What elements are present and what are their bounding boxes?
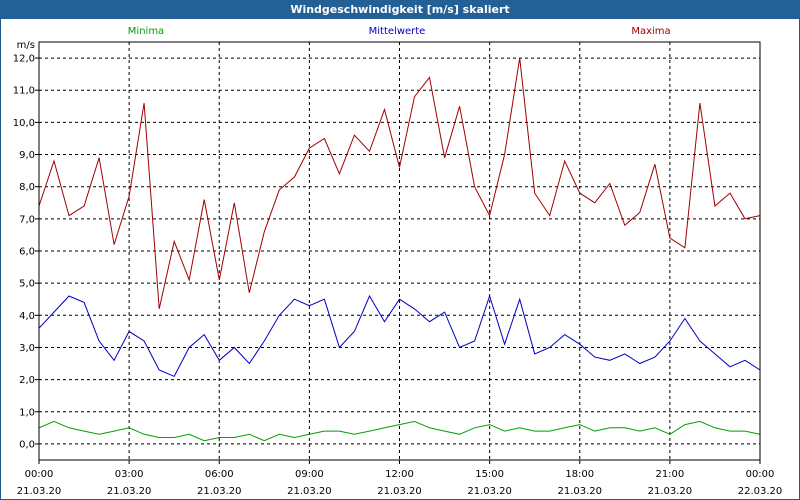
legend-entry: Mittelwerte (369, 26, 426, 37)
y-tick-label: 11,0 (13, 86, 35, 97)
x-tick-date-label: 21.03.20 (287, 486, 332, 497)
grid (39, 42, 760, 460)
x-tick-time-label: 00:00 (746, 469, 775, 480)
y-tick-label: 2,0 (19, 375, 35, 386)
series-line-mittelwerte (38, 294, 761, 378)
x-tick-date-label: 21.03.20 (197, 486, 242, 497)
x-tick-date-label: 22.03.20 (738, 486, 783, 497)
series-line-maxima (38, 58, 761, 310)
y-tick-label: 5,0 (19, 279, 35, 290)
y-tick-label: 1,0 (19, 407, 35, 418)
legend-entry: Maxima (631, 26, 670, 37)
x-tick-time-label: 06:00 (205, 469, 234, 480)
x-tick-date-label: 21.03.20 (648, 486, 693, 497)
y-tick-label: 8,0 (19, 182, 35, 193)
window-title: Windgeschwindigkeit [m/s] skaliert (0, 0, 800, 19)
legend-entry: Minima (128, 26, 164, 37)
x-tick-time-label: 15:00 (475, 469, 504, 480)
y-tick-label: 3,0 (19, 343, 35, 354)
y-axis: 0,0 1,0 2,0 3,0 4,0 5,0 6,0 7,0 8,0 9,0 10,0 11,0 12… (13, 54, 39, 450)
series-line-minima (38, 420, 761, 442)
x-tick-date-label: 21.03.20 (557, 486, 602, 497)
y-tick-label: 7,0 (19, 214, 35, 225)
x-axis: 00:00 21.03.20 03:00 21.03.20 06:00 21.03.20 0… (17, 460, 783, 497)
y-tick-label: 0,0 (19, 439, 35, 450)
series-lines (38, 58, 761, 442)
x-tick-time-label: 03:00 (115, 469, 144, 480)
y-axis-label: m/s (17, 40, 35, 51)
x-tick-date-label: 21.03.20 (467, 486, 512, 497)
y-tick-label: 10,0 (13, 118, 35, 129)
x-tick-time-label: 00:00 (25, 469, 54, 480)
x-tick-date-label: 21.03.20 (377, 486, 422, 497)
y-tick-label: 4,0 (19, 311, 35, 322)
legend: Minima Mittelwerte Maxima (128, 26, 671, 37)
x-tick-time-label: 21:00 (655, 469, 684, 480)
x-tick-time-label: 12:00 (385, 469, 414, 480)
x-tick-date-label: 21.03.20 (107, 486, 152, 497)
y-tick-label: 9,0 (19, 150, 35, 161)
x-tick-time-label: 09:00 (295, 469, 324, 480)
y-tick-label: 12,0 (13, 54, 35, 65)
x-tick-date-label: 21.03.20 (17, 486, 62, 497)
x-tick-time-label: 18:00 (565, 469, 594, 480)
y-tick-label: 6,0 (19, 247, 35, 258)
